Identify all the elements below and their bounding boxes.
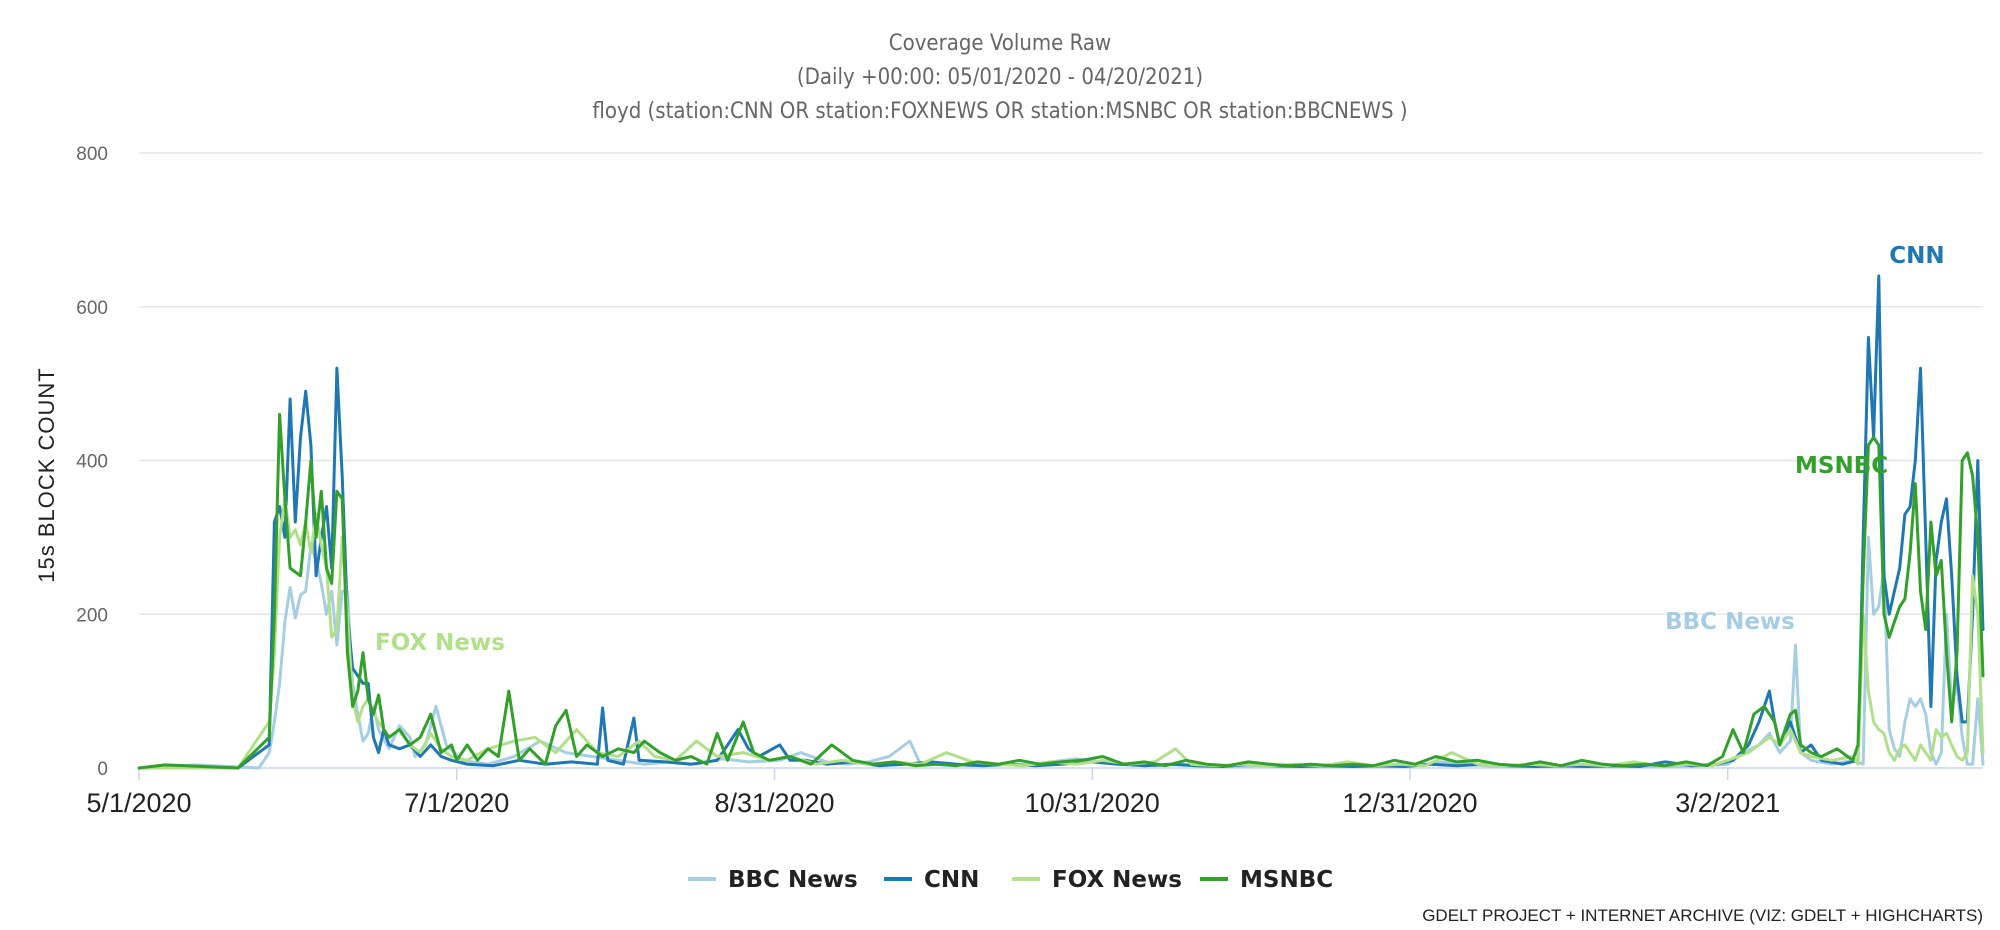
x-tick-label: 5/1/2020: [86, 788, 191, 818]
y-tick-label: 400: [76, 452, 108, 473]
y-axis-ticks: 0 200 400 600 800: [76, 144, 108, 780]
series-annotation: CNN: [1889, 243, 1944, 269]
series-annotation: MSNBC: [1795, 453, 1888, 479]
x-tick-label: 3/2/2021: [1675, 788, 1780, 818]
legend-item[interactable]: CNN: [884, 867, 979, 893]
legend: BBC News CNN FOX News MSNBC: [688, 867, 1333, 893]
y-tick-label: 800: [76, 144, 108, 165]
series-annotation: BBC News: [1665, 609, 1795, 635]
series-line-msnbc[interactable]: [137, 412, 1985, 770]
x-tick-label: 8/31/2020: [714, 788, 834, 818]
series-line-cnn[interactable]: [137, 274, 1985, 770]
legend-item[interactable]: BBC News: [688, 867, 858, 893]
legend-label: CNN: [924, 867, 979, 893]
chart-subtitle: (Daily +00:00: 05/01/2020 - 04/20/2021): [797, 65, 1203, 90]
y-tick-label: 200: [76, 605, 108, 626]
x-tick-label: 7/1/2020: [404, 788, 509, 818]
series-annotations: BBC News CNN FOX News MSNBC: [375, 243, 1945, 656]
legend-item[interactable]: MSNBC: [1200, 867, 1333, 893]
x-tick-label: 12/31/2020: [1342, 788, 1477, 818]
chart-title: Coverage Volume Raw: [889, 31, 1111, 56]
chart-query: floyd (station:CNN OR station:FOXNEWS OR…: [592, 99, 1407, 124]
legend-label: FOX News: [1052, 867, 1182, 893]
legend-label: MSNBC: [1240, 867, 1333, 893]
legend-label: BBC News: [728, 867, 858, 893]
y-tick-label: 0: [97, 759, 108, 780]
series-annotation: FOX News: [375, 630, 505, 656]
y-tick-label: 600: [76, 298, 108, 319]
y-axis-title: 15s BLOCK COUNT: [34, 367, 59, 583]
gridlines: [139, 152, 1983, 615]
series-line-fox-news[interactable]: [137, 497, 1985, 770]
series-lines: [137, 274, 1985, 770]
legend-item[interactable]: FOX News: [1012, 867, 1182, 893]
x-axis: 5/1/2020 7/1/2020 8/31/2020 10/31/2020 12/31…: [86, 767, 1983, 818]
chart-credit[interactable]: GDELT PROJECT + INTERNET ARCHIVE (VIZ: G…: [1422, 906, 1983, 925]
x-tick-label: 10/31/2020: [1025, 788, 1160, 818]
